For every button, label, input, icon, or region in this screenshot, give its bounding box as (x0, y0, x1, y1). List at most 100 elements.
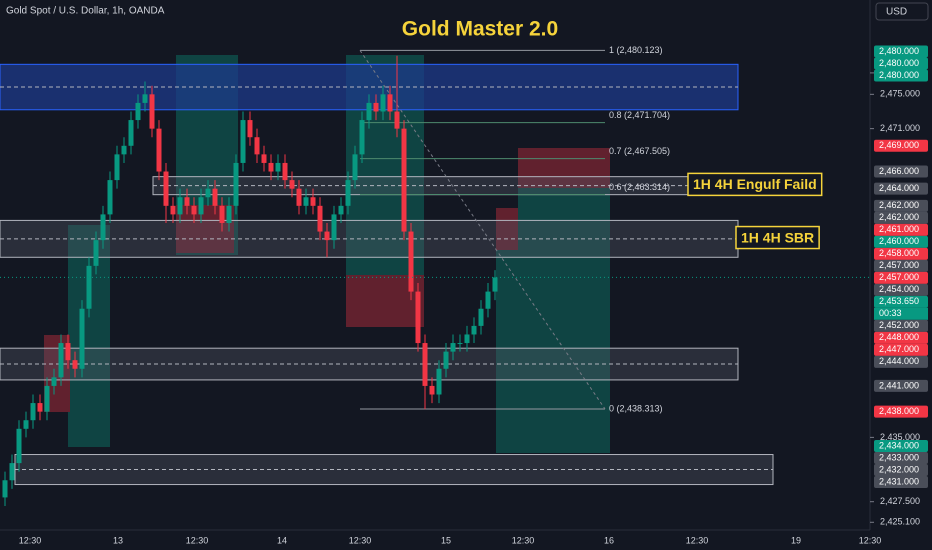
candle-body (72, 360, 78, 369)
price-tag-box (874, 283, 928, 296)
price-tag-label: 2,438.000 (879, 406, 919, 416)
price-tag: 2,464.000 (874, 182, 928, 195)
candle-body (443, 351, 449, 369)
candle-body (310, 197, 316, 206)
price-tag-box (874, 235, 928, 248)
candle-body (254, 137, 260, 155)
x-tick-label: 19 (791, 535, 801, 545)
price-tag: 2,457.000 (874, 259, 928, 272)
candle-body (191, 205, 197, 215)
candle-body (275, 162, 281, 172)
candle-body (142, 94, 148, 103)
price-tag: 2,462.000 (874, 211, 928, 224)
price-tag: 2,431.000 (874, 475, 928, 488)
price-tag-box (874, 475, 928, 488)
candle-body (471, 325, 477, 335)
candle-body (2, 480, 8, 498)
fib-trend (359, 50, 606, 410)
candle-body (324, 231, 330, 241)
price-tag-box (874, 259, 928, 272)
candle-body (373, 102, 379, 112)
candle-body (44, 385, 50, 412)
price-tag-label: 2,462.000 (879, 200, 919, 210)
annotation: 1H 4H SBR (735, 225, 820, 250)
candle-body (233, 162, 239, 206)
candle-body (163, 171, 169, 206)
candle-body (93, 240, 99, 266)
price-tag-label: 2,433.000 (879, 452, 919, 462)
price-tag-box (874, 247, 928, 260)
x-tick-label: 12:30 (186, 535, 209, 545)
fib-label: 0.8 (2,471.704) (609, 110, 670, 120)
candle-body (366, 102, 372, 121)
candle-body (128, 120, 134, 146)
price-tag: 2,441.000 (874, 379, 928, 392)
symbol: Gold Spot / U.S. Dollar, 1h, OANDA (6, 6, 165, 17)
candle-body (331, 214, 337, 241)
price-tag-label: 2,462.000 (879, 212, 919, 222)
candle-body (359, 120, 365, 155)
x-tick-label: 15 (441, 535, 451, 545)
price-tag-label: 2,434.000 (879, 440, 919, 450)
price-tag-label: 2,432.000 (879, 464, 919, 474)
candle-body (23, 420, 29, 429)
candle-body (478, 308, 484, 326)
price-tag: 2,434.000 (874, 439, 928, 452)
candle-body (212, 188, 218, 206)
currency: USD (886, 7, 907, 18)
candle-body (226, 205, 232, 223)
price-tag: 2,480.000 (874, 69, 928, 82)
candle-body (114, 154, 120, 181)
candle-body (317, 205, 323, 232)
candle-body (58, 343, 64, 378)
currency-button[interactable] (875, 2, 929, 21)
price-tag-box (874, 343, 928, 356)
price-tag-box (874, 355, 928, 368)
price-tag: 2,457.000 (874, 271, 928, 284)
candle-body (170, 205, 176, 215)
price-tag-label: 2,454.000 (879, 284, 919, 294)
candle-body (289, 180, 295, 189)
x-tick-label: 14 (277, 535, 287, 545)
annotation: 1H 4H Engulf Faild (687, 172, 823, 197)
candle-body (415, 291, 421, 344)
candle-body (338, 205, 344, 215)
price-tag-box (874, 57, 928, 70)
candle-body (422, 343, 428, 386)
candle-body (51, 377, 57, 386)
price-tag: 2,460.000 (874, 235, 928, 248)
price-tag-box (874, 223, 928, 236)
x-tick-label: 16 (604, 535, 614, 545)
candle-body (247, 120, 253, 138)
price-tag: 2,461.000 (874, 223, 928, 236)
fib-label: 0.6 (2,463.314) (609, 182, 670, 192)
zone (0, 347, 739, 381)
annotation-text: 1H 4H Engulf Faild (693, 176, 817, 192)
price-tag-label: 2,447.000 (879, 344, 919, 354)
zone (0, 219, 739, 258)
price-tag: 2,444.000 (874, 355, 928, 368)
candle-body (387, 94, 393, 112)
candle-body (352, 154, 358, 181)
price-tag: 2,453.650 00:33 (874, 295, 928, 320)
price-tag-label: 2,480.000 (879, 46, 919, 56)
candle-body (9, 463, 15, 481)
price-tag-box (874, 405, 928, 418)
candle-body (100, 214, 106, 241)
price-tag-label: 2,480.000 (879, 70, 919, 80)
price-tag: 2,452.000 (874, 319, 928, 332)
candle-body (436, 368, 442, 395)
price-tag: 2,480.000 (874, 57, 928, 70)
price-tag: 2,433.000 (874, 451, 928, 464)
y-tick-label: 2,427.500 (880, 496, 920, 506)
candle-body (345, 180, 351, 206)
price-tag: 2,480.000 (874, 45, 928, 58)
price-tag: 2,466.000 (874, 165, 928, 178)
price-tag-label: 2,460.000 (879, 236, 919, 246)
price-tag-box (874, 45, 928, 58)
price-tag-box (874, 379, 928, 392)
price-tag: 2,469.000 (874, 139, 928, 152)
y-tick-label: 2,471.000 (880, 123, 920, 133)
price-tag-label: 2,469.000 (879, 140, 919, 150)
price-tag-label: 2,431.000 (879, 476, 919, 486)
